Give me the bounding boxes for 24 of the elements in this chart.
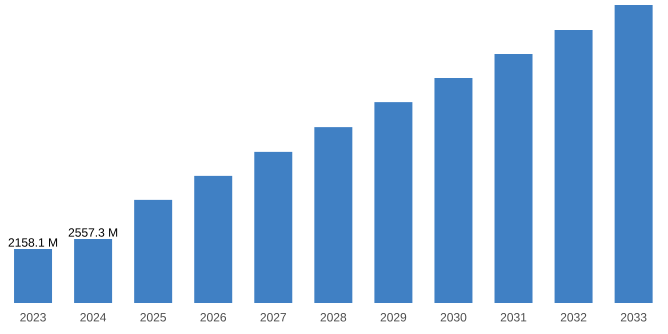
bar: [434, 78, 472, 303]
x-tick-label: 2031: [500, 313, 526, 322]
x-tick-label: 2023: [20, 313, 46, 322]
data-label: 2158.1 M: [8, 238, 58, 247]
x-tick-label: 2025: [140, 313, 166, 322]
x-tick-label: 2032: [560, 313, 586, 322]
x-tick-label: 2033: [620, 313, 646, 322]
bar: [254, 152, 292, 303]
bar: [74, 239, 112, 303]
bar: [554, 30, 593, 303]
x-tick-label: 2024: [80, 313, 106, 322]
bar: [494, 54, 533, 303]
bar: [14, 248, 52, 303]
bar: [134, 200, 172, 303]
x-tick-label: 2028: [320, 313, 346, 322]
x-tick-label: 2029: [380, 313, 406, 322]
bar: [614, 4, 653, 303]
bar: [194, 176, 232, 303]
x-tick-label: 2027: [260, 313, 286, 322]
bar: [374, 102, 412, 303]
x-tick-label: 2026: [200, 313, 226, 322]
bar: [314, 127, 352, 303]
x-tick-label: 2030: [440, 313, 466, 322]
data-label: 2557.3 M: [68, 228, 118, 237]
